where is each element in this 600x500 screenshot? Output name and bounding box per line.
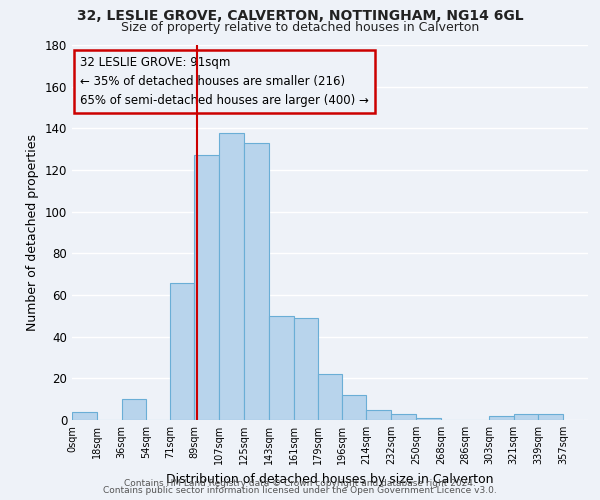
Bar — [194, 156, 219, 420]
Bar — [122, 399, 146, 420]
Bar — [293, 318, 319, 420]
Text: 32, LESLIE GROVE, CALVERTON, NOTTINGHAM, NG14 6GL: 32, LESLIE GROVE, CALVERTON, NOTTINGHAM,… — [77, 9, 523, 23]
Text: 32 LESLIE GROVE: 91sqm
← 35% of detached houses are smaller (216)
65% of semi-de: 32 LESLIE GROVE: 91sqm ← 35% of detached… — [80, 56, 368, 108]
Bar — [514, 414, 538, 420]
Text: Size of property relative to detached houses in Calverton: Size of property relative to detached ho… — [121, 21, 479, 34]
Bar — [269, 316, 293, 420]
Bar — [72, 412, 97, 420]
Text: Contains public sector information licensed under the Open Government Licence v3: Contains public sector information licen… — [103, 486, 497, 495]
Bar — [219, 132, 244, 420]
Y-axis label: Number of detached properties: Number of detached properties — [26, 134, 39, 331]
Bar — [391, 414, 416, 420]
Bar — [341, 395, 367, 420]
Bar — [416, 418, 441, 420]
Text: Contains HM Land Registry data © Crown copyright and database right 2024.: Contains HM Land Registry data © Crown c… — [124, 478, 476, 488]
Bar — [489, 416, 514, 420]
Bar — [170, 282, 194, 420]
Bar — [319, 374, 341, 420]
Bar — [367, 410, 391, 420]
Bar — [244, 143, 269, 420]
Bar — [538, 414, 563, 420]
X-axis label: Distribution of detached houses by size in Calverton: Distribution of detached houses by size … — [166, 472, 494, 486]
